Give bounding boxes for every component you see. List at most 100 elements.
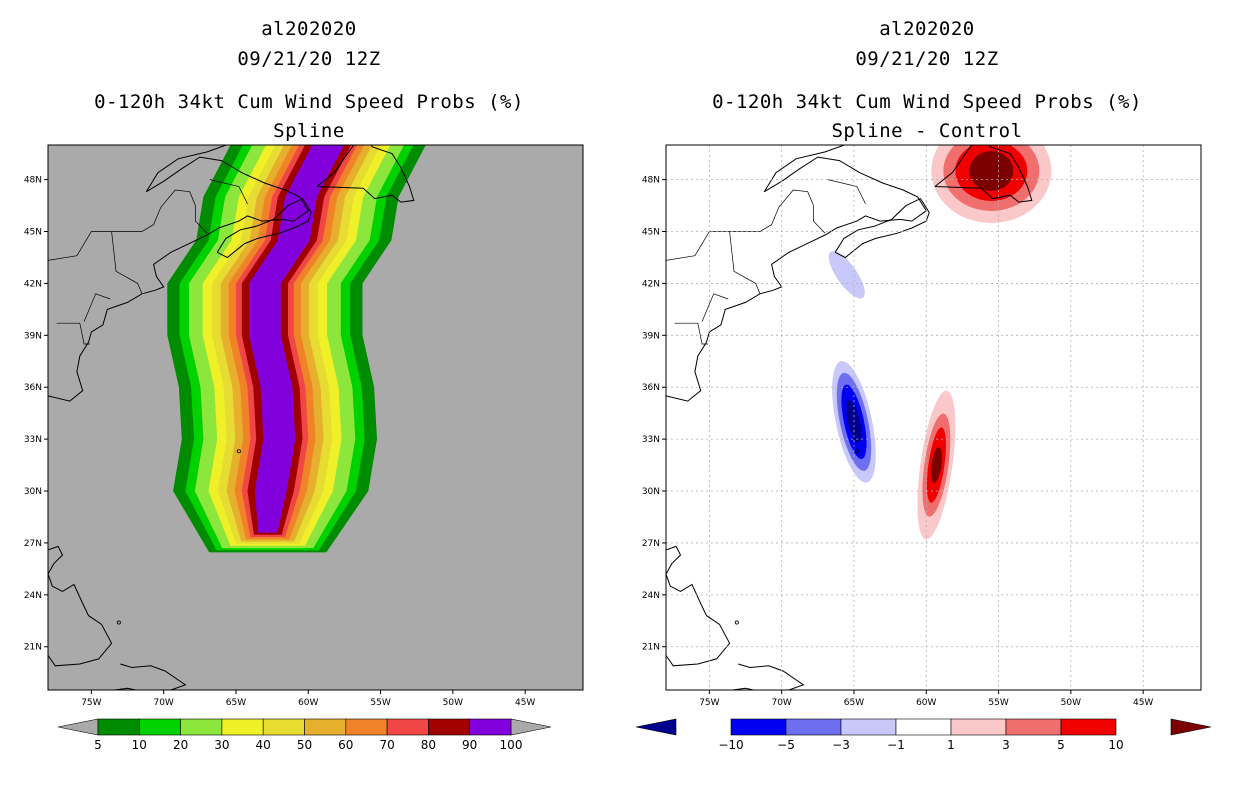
right-storm-id: al202020 [879,18,975,40]
y-tick-label: 45N [24,228,42,238]
x-tick-label: 45W [1133,698,1153,708]
x-tick-label: 65W [844,698,864,708]
border-2 [701,293,729,322]
border-0 [48,189,208,261]
colorbar-label: 90 [462,738,477,752]
left-panel: al202020 09/21/20 12Z 0-120h 34kt Cum Wi… [24,18,584,752]
plot-frame [665,144,1202,691]
colorbar-label: 100 [500,738,523,752]
x-tick-label: 50W [443,698,463,708]
y-tick-label: 45N [642,228,660,238]
left-chart-subtitle: Spline [273,120,345,142]
coastline-1 [216,197,312,259]
y-tick-label: 36N [24,383,42,393]
y-tick-label: 42N [642,279,660,289]
y-tick-label: 48N [24,176,42,186]
right-chart-subtitle: Spline - Control [831,120,1023,142]
y-tick-label: 48N [642,176,660,186]
y-tick-label: 33N [24,435,42,445]
x-tick-label: 50W [1061,698,1081,708]
island-3 [884,709,887,712]
map-content [48,145,583,712]
axes: 75W 70W 65W 60W 55W 50W 45W 48N 45N 42N 39N 36N 33N 3… [24,176,536,708]
plot-frame [47,144,584,691]
border-3 [56,322,90,345]
colorbar-label: 40 [256,738,271,752]
border-4 [827,179,866,204]
colorbar-swatch [97,718,140,736]
border-3 [674,322,708,345]
island-1 [116,620,121,625]
colorbar-swatch [950,718,1007,736]
coastline-3 [48,545,113,667]
island-3 [266,709,269,712]
island-0 [236,449,241,454]
left-storm-id: al202020 [261,18,357,40]
colorbar-arrow-high [1170,718,1212,736]
y-tick-label: 30N [642,487,660,497]
y-tick-label: 42N [24,279,42,289]
border-0 [666,189,826,261]
colorbar-swatch [1005,718,1062,736]
colorbar-swatch [304,718,347,736]
colorbar-label: 10 [1108,738,1123,752]
prob-colorbar: 5 10 20 30 40 50 60 70 80 90 100 [57,718,552,752]
island-0 [854,449,859,454]
colorbar-arrow-high [510,718,552,736]
colorbar-swatch [895,718,952,736]
colorbar-swatch [345,718,388,736]
colorbar-arrow-low [635,718,677,736]
colorbar-swatch [1060,718,1117,736]
border-1 [111,231,143,294]
y-tick-label: 21N [24,643,42,653]
x-tick-label: 55W [988,698,1008,708]
x-tick-label: 70W [771,698,791,708]
y-tick-label: 39N [24,331,42,341]
colorbar-label: −1 [887,738,905,752]
colorbar-label: 3 [1002,738,1010,752]
colorbar-label: 10 [132,738,147,752]
x-tick-label: 60W [298,698,318,708]
axes: 75W 70W 65W 60W 55W 50W 45W 48N 45N 42N 39N 36N 33N 3… [642,145,1201,708]
right-panel: al202020 09/21/20 12Z 0-120h 34kt Cum Wi… [618,0,1236,800]
colorbar-label: −10 [718,738,743,752]
colorbar-label: −3 [832,738,850,752]
coastline-2 [934,145,1033,203]
x-tick-label: 45W [515,698,535,708]
right-datetime: 09/21/20 12Z [855,48,999,70]
coastline-4 [114,663,187,690]
colorbar-swatch [469,718,512,736]
negative-patch-north-level--1 [828,251,865,299]
positive-core-south-level-10 [930,447,942,483]
colorbar-swatch [139,718,181,736]
y-tick-label: 27N [642,539,660,549]
colorbar-swatch [262,718,305,736]
y-tick-label: 24N [642,591,660,601]
border-1 [729,231,761,294]
colorbar-label: 50 [297,738,312,752]
x-tick-label: 55W [370,698,390,708]
x-tick-label: 65W [226,698,246,708]
x-tick-label: 70W [153,698,173,708]
colorbar-arrow-low [57,718,99,736]
colorbar-label: 5 [1057,738,1065,752]
coastline-1 [834,197,930,259]
y-tick-label: 30N [24,487,42,497]
positive-core-north-level-10 [969,150,1014,191]
colorbar-label: 30 [214,738,229,752]
coastline-5 [204,689,212,690]
prob-band-90 [249,145,345,533]
colorbar-label: 20 [173,738,188,752]
coastline-0 [666,145,927,402]
colorbar-swatch [785,718,842,736]
colorbar-swatch [730,718,787,736]
map-content [666,145,1201,712]
right-map: 75W 70W 65W 60W 55W 50W 45W 48N 45N 42N 39N 36N 33N 3… [635,144,1212,752]
diff-colorbar: −10 −5 −3 −1 1 3 5 10 [635,718,1212,752]
y-tick-label: 27N [24,539,42,549]
x-tick-label: 60W [916,698,936,708]
y-tick-label: 33N [642,435,660,445]
colorbar-swatch [428,718,470,736]
coastline-0 [48,145,309,402]
island-1 [734,620,739,625]
